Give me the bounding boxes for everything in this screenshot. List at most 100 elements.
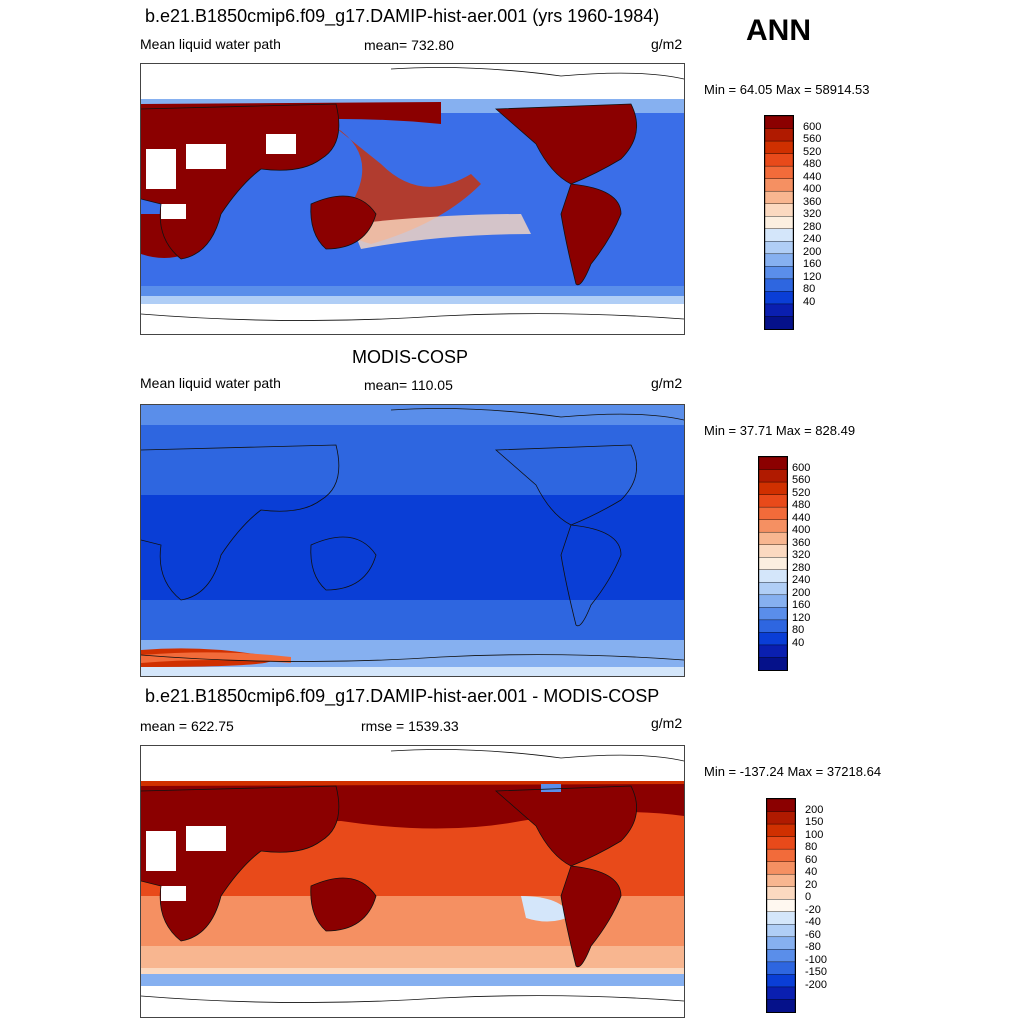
panel3-colorbar	[766, 798, 796, 1013]
colorbar-swatch	[765, 140, 793, 155]
colorbar-swatch	[767, 899, 795, 913]
colorbar-swatch	[767, 836, 795, 850]
colorbar-swatch	[767, 873, 795, 888]
colorbar-tick-label: 40	[803, 295, 816, 308]
colorbar-swatch	[759, 619, 787, 634]
colorbar-tick-label: 40	[805, 866, 818, 879]
colorbar-swatch	[765, 216, 793, 230]
colorbar-tick-label: -60	[805, 928, 821, 941]
panel2-colorbar	[758, 456, 788, 671]
colorbar-swatch	[765, 241, 793, 255]
panel2-mean-label: mean= 110.05	[364, 377, 453, 393]
colorbar-swatch	[767, 961, 795, 976]
panel1-units-label: g/m2	[651, 36, 683, 52]
panel1-minmax-label: Min = 64.05 Max = 58914.53	[704, 82, 870, 97]
panel2-map	[140, 404, 685, 677]
colorbar-swatch	[767, 911, 795, 925]
colorbar-tick-label: 320	[792, 549, 811, 562]
colorbar-swatch	[765, 253, 793, 268]
colorbar-tick-label: 360	[803, 195, 822, 208]
colorbar-swatch	[759, 457, 787, 471]
colorbar-swatch	[759, 607, 787, 621]
colorbar-swatch	[759, 494, 787, 508]
colorbar-tick-label: 440	[792, 511, 811, 524]
colorbar-tick-label: 600	[792, 461, 811, 474]
colorbar-swatch	[765, 228, 793, 242]
panel3-units-label: g/m2	[651, 715, 683, 731]
colorbar-tick-label: 600	[803, 120, 822, 133]
colorbar-tick-label: -100	[805, 953, 828, 966]
colorbar-tick-label: 280	[803, 220, 822, 233]
colorbar-swatch	[767, 823, 795, 838]
panel3-mean-label: mean = 622.75	[140, 718, 234, 734]
colorbar-tick-label: 200	[792, 586, 811, 599]
colorbar-tick-label: 150	[805, 816, 824, 829]
panel2-variable-label: Mean liquid water path	[140, 375, 281, 391]
colorbar-swatch	[767, 986, 795, 1001]
colorbar-tick-label: 560	[803, 133, 822, 146]
colorbar-swatch	[759, 569, 787, 583]
colorbar-swatch	[767, 936, 795, 951]
colorbar-swatch	[759, 582, 787, 596]
colorbar-tick-label: 120	[803, 270, 822, 283]
colorbar-tick-label: 20	[805, 878, 818, 891]
colorbar-tick-label: 480	[792, 499, 811, 512]
colorbar-tick-label: 400	[803, 183, 822, 196]
panel1-mean-label: mean= 732.80	[364, 37, 454, 53]
colorbar-tick-label: 200	[805, 803, 824, 816]
colorbar-tick-label: 280	[792, 561, 811, 574]
colorbar-swatch	[765, 190, 793, 205]
colorbar-swatch	[765, 291, 793, 305]
panel1-colorbar-swatches	[765, 116, 793, 329]
colorbar-tick-label: -150	[805, 966, 828, 979]
panel3-map	[140, 745, 685, 1018]
colorbar-tick-label: 320	[803, 208, 822, 221]
colorbar-swatch	[767, 848, 795, 863]
panel2-minmax-label: Min = 37.71 Max = 828.49	[704, 423, 856, 438]
colorbar-swatch	[767, 811, 795, 825]
panel3-title: b.e21.B1850cmip6.f09_g17.DAMIP-hist-aer.…	[145, 686, 660, 706]
colorbar-swatch	[765, 203, 793, 217]
panel1-variable-label: Mean liquid water path	[140, 36, 281, 52]
panel2-title: MODIS-COSP	[352, 347, 469, 367]
colorbar-tick-label: 560	[792, 474, 811, 487]
panel3-map-field	[141, 749, 684, 1003]
colorbar-swatch	[767, 999, 795, 1012]
colorbar-tick-label: 80	[803, 283, 816, 296]
colorbar-tick-label: 100	[805, 828, 824, 841]
colorbar-tick-label: 240	[792, 574, 811, 587]
colorbar-swatch	[759, 644, 787, 659]
colorbar-swatch	[759, 544, 787, 558]
colorbar-swatch	[767, 799, 795, 813]
colorbar-swatch	[765, 178, 793, 192]
colorbar-swatch	[765, 116, 793, 130]
colorbar-swatch	[765, 165, 793, 180]
panel3-minmax-label: Min = -137.24 Max = 37218.64	[704, 764, 882, 779]
colorbar-swatch	[767, 924, 795, 938]
panel1-colorbar	[764, 115, 794, 330]
colorbar-tick-label: 160	[792, 599, 811, 612]
colorbar-tick-label: 520	[803, 145, 822, 158]
colorbar-swatch	[759, 469, 787, 483]
colorbar-tick-label: 60	[805, 853, 818, 866]
colorbar-tick-label: 240	[803, 233, 822, 246]
colorbar-swatch	[759, 594, 787, 609]
colorbar-swatch	[759, 557, 787, 571]
colorbar-tick-label: 160	[803, 258, 822, 271]
colorbar-tick-label: -20	[805, 903, 821, 916]
season-label: ANN	[746, 14, 811, 47]
colorbar-tick-label: 360	[792, 536, 811, 549]
colorbar-tick-label: -40	[805, 916, 821, 929]
colorbar-tick-label: 80	[792, 624, 805, 637]
colorbar-tick-label: 480	[803, 158, 822, 171]
colorbar-swatch	[767, 974, 795, 988]
colorbar-swatch	[759, 481, 787, 496]
colorbar-tick-label: 80	[805, 841, 818, 854]
colorbar-swatch	[767, 949, 795, 963]
colorbar-swatch	[767, 886, 795, 900]
colorbar-tick-label: 400	[792, 524, 811, 537]
colorbar-tick-label: 40	[792, 636, 805, 649]
colorbar-swatch	[765, 278, 793, 293]
colorbar-tick-label: -200	[805, 978, 828, 991]
colorbar-swatch	[765, 303, 793, 318]
